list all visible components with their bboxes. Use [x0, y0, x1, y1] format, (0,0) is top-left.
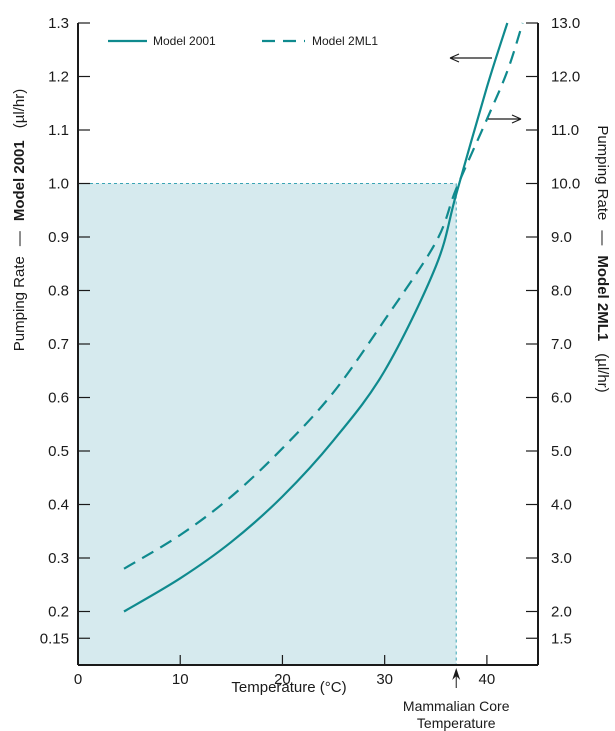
- left-axis-title-prefix: Pumping Rate: [11, 256, 28, 351]
- x-axis-tick-label: 20: [274, 671, 291, 688]
- left-axis-title-unit: (µl/hr): [11, 89, 28, 128]
- right-axis-tick-label: 7.0: [551, 336, 572, 353]
- left-axis-tick-label: 0.15: [40, 630, 69, 647]
- left-axis-tick-label: 0.3: [48, 550, 69, 567]
- legend-label-model-2ml1: Model 2ML1: [312, 34, 378, 48]
- x-axis-tick-label: 40: [479, 671, 496, 688]
- right-axis-tick-label: 13.0: [551, 15, 580, 32]
- left-axis-pointer-arrow: [449, 53, 492, 63]
- legend-label-model-2001: Model 2001: [153, 34, 216, 48]
- left-axis-tick-label: 1.0: [48, 176, 69, 193]
- right-axis-title-prefix: Pumping Rate: [594, 125, 611, 220]
- left-axis-tick-label: 1.3: [48, 15, 69, 32]
- x-axis-title: Temperature (°C): [231, 679, 346, 696]
- right-axis-title-dash: —: [594, 230, 611, 245]
- right-axis-tick-label: 2.0: [551, 604, 572, 621]
- right-axis-tick-label: 9.0: [551, 229, 572, 246]
- left-axis-tick-label: 1.2: [48, 69, 69, 86]
- right-axis-tick-label: 12.0: [551, 69, 580, 86]
- right-axis-tick-label: 10.0: [551, 176, 580, 193]
- annotation-line-1: Mammalian Core: [403, 698, 510, 714]
- right-axis-tick-label: 8.0: [551, 283, 572, 300]
- right-axis-pointer-arrow: [488, 114, 522, 124]
- right-axis-tick-label: 5.0: [551, 443, 572, 460]
- series-line-model-2001: [123, 22, 509, 613]
- annotation-line-2: Temperature: [417, 715, 496, 731]
- right-axis-title-model: Model 2ML1: [594, 255, 611, 341]
- right-axis-tick-label: 3.0: [551, 550, 572, 567]
- right-axis-title-unit: (µl/hr): [594, 353, 611, 392]
- left-axis-title-dash: —: [11, 231, 28, 246]
- left-axis-tick-label: 0.2: [48, 604, 69, 621]
- x-axis-tick-label: 0: [74, 671, 82, 688]
- left-axis-tick-label: 0.9: [48, 229, 69, 246]
- right-axis-tick-label: 1.5: [551, 630, 572, 647]
- left-axis-title-model: Model 2001: [11, 140, 28, 221]
- right-axis-tick-label: 4.0: [551, 497, 572, 514]
- right-axis-tick-label: 11.0: [551, 122, 579, 139]
- left-axis-tick-label: 0.8: [48, 283, 69, 300]
- right-axis-tick-label: 6.0: [551, 390, 572, 407]
- left-axis-tick-label: 0.5: [48, 443, 69, 460]
- series-line-model-2ml1: [123, 22, 524, 570]
- left-axis-tick-label: 0.4: [48, 497, 69, 514]
- annotation-arrowhead: [452, 668, 461, 680]
- left-axis-title: Pumping Rate — Model 2001 (µl/hr): [11, 89, 28, 351]
- left-axis-tick-label: 0.6: [48, 390, 69, 407]
- right-axis-title: Pumping Rate — Model 2ML1 (µl/hr): [594, 125, 611, 392]
- left-axis-tick-label: 0.7: [48, 336, 69, 353]
- x-axis-tick-label: 30: [376, 671, 393, 688]
- x-axis-tick-label: 10: [172, 671, 189, 688]
- highlight-region: [78, 183, 457, 665]
- left-axis-tick-label: 1.1: [48, 122, 69, 139]
